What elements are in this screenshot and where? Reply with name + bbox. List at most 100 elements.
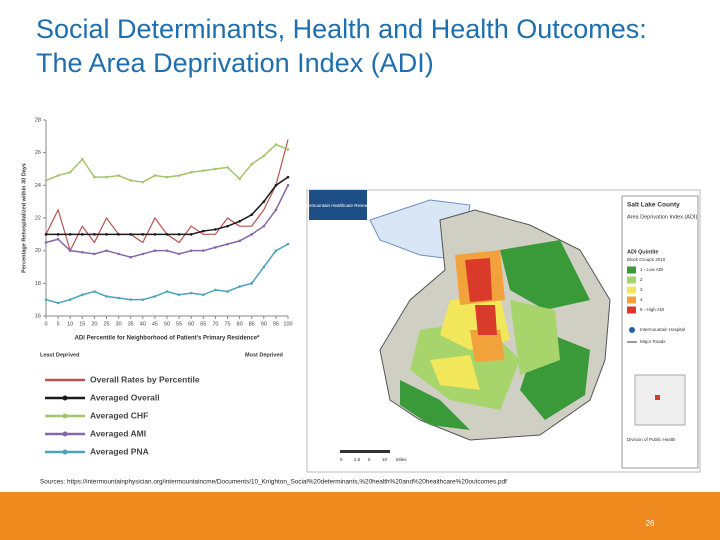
series-point xyxy=(274,208,278,212)
x-tick-label: 60 xyxy=(188,321,194,327)
inset-marker xyxy=(655,395,660,400)
x-tick-label: 70 xyxy=(212,321,218,327)
legend-dot xyxy=(62,449,68,455)
series-point xyxy=(189,291,193,295)
series-point xyxy=(214,228,217,231)
series-point xyxy=(105,249,108,252)
y-tick-label: 24 xyxy=(35,183,41,189)
legend-label: Averaged CHF xyxy=(90,410,148,420)
series-point xyxy=(226,242,229,246)
series-point xyxy=(226,290,229,293)
x-axis-title: ADI Percentile for Neighborhood of Patie… xyxy=(75,336,260,342)
series-point xyxy=(93,290,96,293)
x-tick-label: 100 xyxy=(283,321,292,327)
x-tick-label: 65 xyxy=(200,321,206,327)
series-point xyxy=(129,255,132,259)
y-tick-label: 22 xyxy=(35,215,41,221)
series-point xyxy=(44,241,48,244)
series-point xyxy=(238,239,241,243)
series-point xyxy=(202,229,205,233)
y-tick-label: 28 xyxy=(35,117,41,123)
x-tick-label: 20 xyxy=(91,321,97,327)
series-point xyxy=(81,293,84,297)
map: Intermountain Healthcare Research Salt L… xyxy=(302,189,701,473)
series-point xyxy=(189,170,193,174)
series-point xyxy=(177,233,181,236)
series-point xyxy=(44,298,48,301)
series-point xyxy=(165,233,169,236)
series-point xyxy=(56,237,60,241)
series-point xyxy=(286,148,290,151)
logo xyxy=(309,190,367,220)
series-point xyxy=(153,295,157,298)
series-point xyxy=(44,233,48,236)
series-point xyxy=(117,296,120,300)
map-county: Salt Lake County xyxy=(627,202,680,209)
series-point xyxy=(141,298,145,301)
scale-label: 10 xyxy=(382,457,388,462)
legend-label: Overall Rates by Percentile xyxy=(90,374,200,384)
series-point xyxy=(262,224,266,228)
series-point xyxy=(141,180,145,184)
x-tick-label: 50 xyxy=(164,321,170,327)
series-point xyxy=(68,170,72,174)
series-point xyxy=(81,233,84,236)
series-point xyxy=(177,252,181,256)
legend-label: Averaged PNA xyxy=(90,446,149,456)
adi-patches xyxy=(400,240,590,430)
series-point xyxy=(105,295,108,298)
x-tick-label: 30 xyxy=(116,321,122,327)
series-point xyxy=(250,233,253,236)
map-title: Area Deprivation Index (ADI) xyxy=(627,214,697,220)
x-tick-label: 25 xyxy=(103,321,109,327)
left-note: Least Deprived xyxy=(40,352,79,358)
x-tick-label: 95 xyxy=(273,321,279,327)
hospital-label: Intermountain Hospital xyxy=(640,327,685,332)
series-point xyxy=(153,233,157,236)
series-point xyxy=(286,175,290,179)
series-point xyxy=(129,233,132,236)
scale-label: 5 xyxy=(368,457,371,462)
y-tick-label: 26 xyxy=(35,150,41,156)
series-point xyxy=(165,175,169,179)
series-point xyxy=(214,167,217,171)
quintile-legend: 1 - Low ADI 2 3 4 5 - High ADI xyxy=(627,266,664,314)
series-point xyxy=(262,200,266,203)
y-tick-label: 18 xyxy=(35,281,41,287)
legend-dot xyxy=(62,431,68,437)
series-point xyxy=(286,242,290,246)
adi-patch xyxy=(465,258,492,302)
quintile-swatch xyxy=(627,286,636,294)
x-tick-label: 85 xyxy=(249,321,255,327)
series-point xyxy=(274,249,278,252)
series-point xyxy=(165,249,169,252)
series-point xyxy=(93,175,96,179)
series-point xyxy=(238,177,241,181)
quintile-swatch xyxy=(627,306,636,314)
legend-dot xyxy=(62,395,68,401)
quintile-swatch xyxy=(627,266,636,274)
x-tick-label: 45 xyxy=(152,321,158,327)
scale-label: 2.5 xyxy=(354,457,361,462)
inset-label: Division of Public Health xyxy=(627,437,676,442)
series-point xyxy=(129,179,132,182)
y-tick-label: 16 xyxy=(35,313,41,319)
y-axis-title: Percentage Rehospitalized within 30 Days xyxy=(21,163,27,273)
scale-label: 0 xyxy=(340,457,343,462)
series-point xyxy=(165,290,169,293)
adi-patch xyxy=(470,330,505,362)
series-line xyxy=(45,185,289,258)
series-point xyxy=(153,249,157,252)
x-tick-label: 55 xyxy=(176,321,182,327)
series-point xyxy=(274,184,278,187)
map-legend-subtitle: Block Groups 2010 xyxy=(627,257,666,262)
right-note: Most Deprived xyxy=(245,352,283,358)
series-point xyxy=(202,249,205,252)
x-tick-label: 80 xyxy=(237,321,243,327)
legend-label: Averaged AMI xyxy=(90,428,146,438)
series-point xyxy=(105,233,108,236)
page-number: 26 xyxy=(646,519,655,528)
series-point xyxy=(68,233,72,236)
series-point xyxy=(56,233,60,236)
